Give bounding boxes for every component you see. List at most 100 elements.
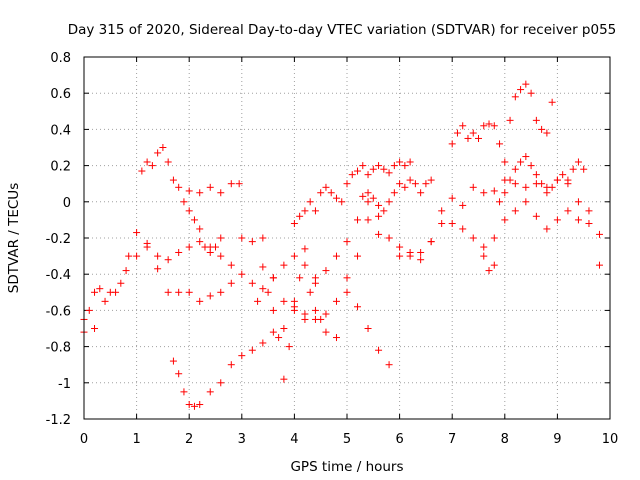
data-point [543,225,551,233]
data-point [543,129,551,137]
y-tick-label: 0.4 [50,123,71,138]
data-point [290,252,298,260]
data-point [259,285,267,293]
data-point [380,207,388,215]
data-point [574,216,582,224]
data-point [217,234,225,242]
data-point [422,180,430,188]
data-point [364,189,372,197]
data-point [311,207,319,215]
data-point [317,189,325,197]
data-point [453,129,461,137]
data-point [206,388,214,396]
data-point [485,120,493,128]
data-point [501,216,509,224]
data-point [96,285,104,293]
data-point [332,252,340,260]
data-point [154,252,162,260]
data-point [196,238,204,246]
data-point [138,167,146,175]
x-tick-label: 9 [553,432,561,447]
data-point [164,158,172,166]
tick-labels: 0 1 2 3 4 5 6 7 8 9 10 -1.2 -1 -0.8 -0.6 -0.4 -0.2 0 0.2 0.… [46,51,619,447]
data-point [85,306,93,314]
x-tick-label: 1 [132,432,140,447]
series-track-h [359,176,435,215]
data-point [574,198,582,206]
data-point [248,279,256,287]
data-point [522,153,530,161]
data-point [275,334,283,342]
data-point [417,189,425,197]
data-point [369,165,377,173]
data-point [91,325,99,332]
data-point [396,180,404,188]
data-point [517,86,525,94]
axis-ticks [83,56,611,420]
series-track-j [496,153,588,206]
data-point [548,183,556,191]
y-tick-label: -0.4 [46,268,71,283]
data-point [438,207,446,215]
series-track-g [290,158,414,228]
data-point [332,297,340,305]
x-tick-label: 7 [448,432,456,447]
data-point [459,122,467,130]
data-point [285,343,293,351]
data-point [196,401,204,409]
data-point [527,162,535,170]
data-point [196,297,204,305]
data-point [301,245,309,253]
data-point [206,248,214,256]
data-point [375,230,383,238]
data-point [269,306,277,314]
data-point [385,234,393,242]
data-point [401,183,409,191]
y-tick-label: -1.2 [46,413,71,428]
data-point [280,297,288,305]
data-point [485,267,493,275]
data-point [538,180,546,188]
data-point [501,158,509,166]
x-tick-label: 4 [290,432,298,447]
data-point [511,207,519,215]
data-point [227,261,235,269]
data-point [180,198,188,206]
data-point [469,234,477,242]
y-tick-label: -0.6 [46,304,71,319]
data-point [185,243,193,251]
y-tick-label: 0.2 [50,160,71,175]
data-point [280,261,288,269]
data-point [212,243,219,251]
data-markers [80,80,603,410]
data-point [180,388,188,396]
data-point [311,279,319,287]
series-track-d [169,288,393,410]
series-track-i [448,80,556,166]
data-point [595,230,603,238]
data-point [580,165,588,173]
data-point [125,252,133,260]
data-point [112,288,120,296]
data-point [280,375,288,383]
data-point [264,288,272,296]
data-point [448,220,456,228]
data-point [185,207,193,215]
data-point [91,288,99,296]
data-point [169,357,177,365]
data-point [511,93,519,101]
data-point [185,288,193,296]
data-point [364,171,372,179]
data-point [496,140,504,148]
data-point [595,261,603,269]
data-point [532,116,540,124]
x-tick-label: 5 [343,432,351,447]
data-point [490,261,498,269]
data-point [464,134,472,142]
data-point [511,165,519,173]
data-point [522,183,530,191]
data-point [322,183,330,191]
data-point [306,288,314,296]
data-point [185,187,193,195]
data-point [438,220,446,228]
